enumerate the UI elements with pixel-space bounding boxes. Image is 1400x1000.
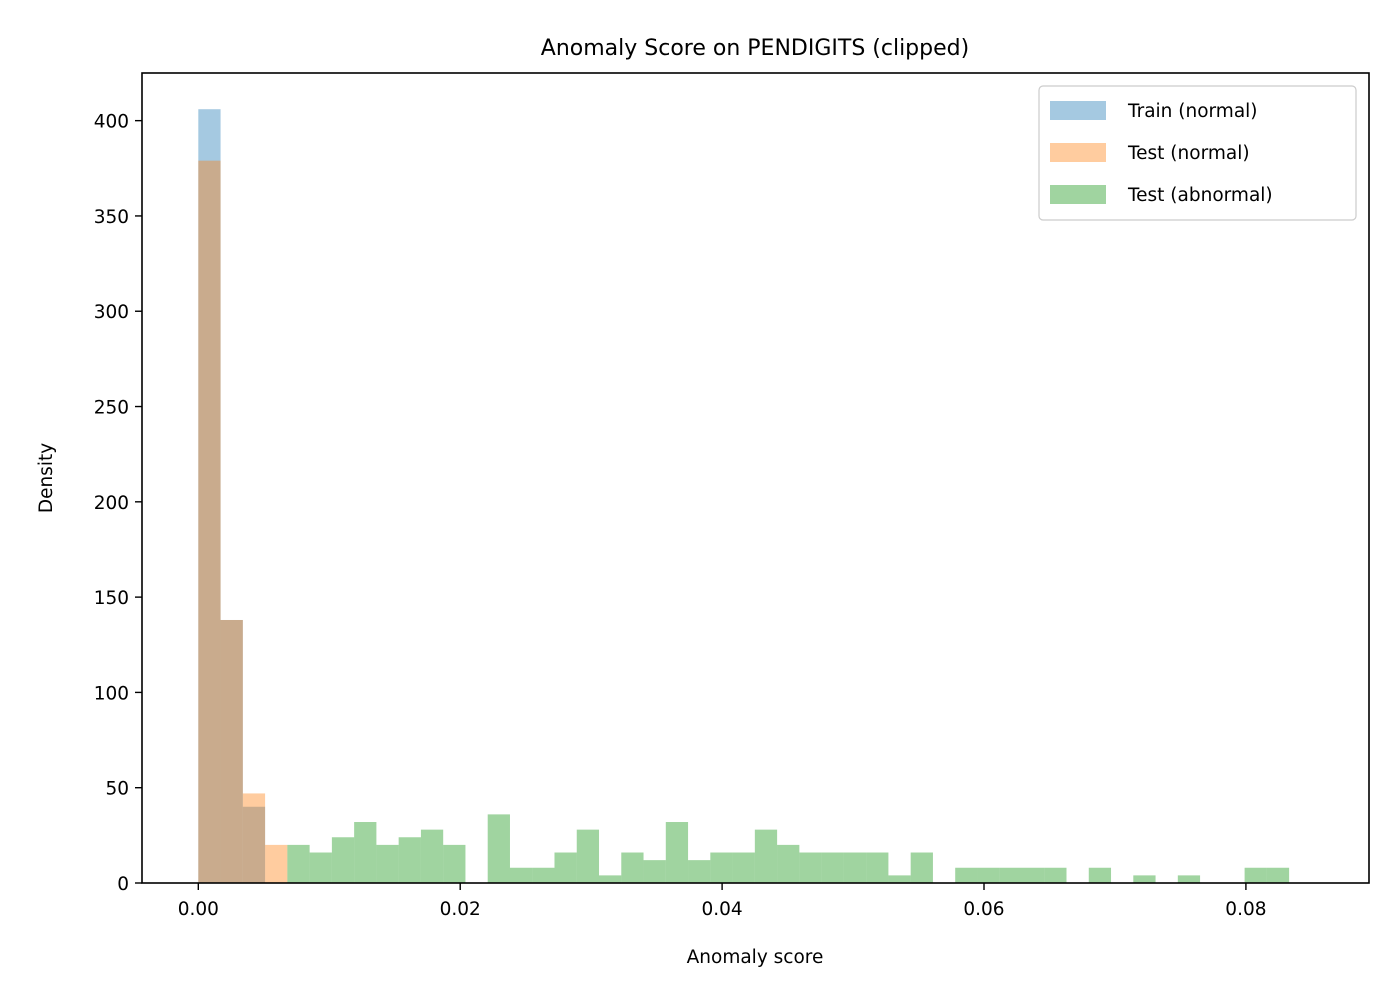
series-3-bars	[287, 814, 1290, 883]
bar	[242, 806, 266, 883]
x-tick-label: 0.04	[702, 899, 743, 920]
bar	[242, 793, 266, 883]
chart-title: Anomaly Score on PENDIGITS (clipped)	[541, 36, 969, 61]
y-tick-label: 400	[94, 112, 129, 133]
bar	[977, 867, 1000, 883]
bar	[821, 852, 844, 883]
bar	[220, 619, 243, 883]
legend-frame	[1038, 85, 1357, 221]
bar	[621, 852, 644, 883]
bar	[354, 822, 377, 883]
bar	[599, 875, 622, 883]
bar	[1088, 867, 1112, 883]
bar	[376, 844, 399, 883]
bar	[331, 837, 355, 883]
bar	[1021, 867, 1045, 883]
bar	[443, 844, 466, 883]
x-tick-label: 0.08	[1225, 899, 1266, 920]
bar	[665, 822, 689, 883]
legend-swatch	[1050, 101, 1106, 120]
bar	[1266, 867, 1290, 883]
bar	[532, 867, 555, 883]
x-axis-ticks: 0.00 0.02 0.04 0.06 0.08	[178, 883, 1267, 920]
bar	[754, 829, 778, 883]
bar	[287, 844, 310, 883]
y-tick-label: 350	[94, 207, 129, 228]
bar	[398, 837, 421, 883]
bar	[220, 619, 243, 883]
bar	[777, 844, 800, 883]
bar	[866, 852, 889, 883]
y-tick-label: 200	[94, 493, 129, 514]
bar	[643, 860, 666, 883]
bar	[487, 814, 510, 883]
x-tick-label: 0.00	[178, 899, 219, 920]
series-2-bars	[198, 160, 288, 883]
legend-label: Train (normal)	[1127, 101, 1258, 122]
bar	[1244, 867, 1267, 883]
bar	[999, 867, 1022, 883]
y-tick-label: 250	[94, 398, 129, 419]
y-axis-ticks: 0 50 100 150 200 250 300 350 400	[94, 112, 142, 895]
bar	[955, 867, 978, 883]
bar	[843, 852, 867, 883]
legend-label: Test (abnormal)	[1127, 185, 1273, 206]
bar	[420, 829, 444, 883]
bar	[799, 852, 822, 883]
bar	[509, 867, 533, 883]
bar	[554, 852, 577, 883]
bar	[576, 829, 600, 883]
bar	[710, 852, 733, 883]
legend: Train (normal) Test (normal) Test (abnorma…	[1038, 85, 1357, 221]
bars-layer	[198, 109, 1290, 883]
y-axis-label: Density	[36, 443, 57, 513]
legend-swatch	[1050, 185, 1106, 204]
bar	[1177, 875, 1201, 883]
y-tick-label: 150	[94, 588, 129, 609]
y-tick-label: 0	[117, 874, 129, 895]
bar	[198, 160, 221, 883]
bar	[309, 852, 332, 883]
y-tick-label: 50	[105, 779, 129, 800]
legend-label: Test (normal)	[1127, 143, 1250, 164]
bar	[910, 852, 933, 883]
bar	[1044, 867, 1067, 883]
x-tick-label: 0.02	[440, 899, 481, 920]
bar	[198, 109, 221, 883]
bar	[688, 860, 711, 883]
y-tick-label: 100	[94, 683, 129, 704]
series-1-bars	[198, 109, 266, 883]
plot-frame	[141, 72, 1370, 884]
x-axis-label: Anomaly score	[687, 947, 824, 968]
legend-swatch	[1050, 143, 1106, 162]
bar	[1133, 875, 1156, 883]
y-tick-label: 300	[94, 302, 129, 323]
bar	[888, 875, 911, 883]
bar	[265, 844, 288, 883]
bar	[732, 852, 755, 883]
x-tick-label: 0.06	[963, 899, 1004, 920]
